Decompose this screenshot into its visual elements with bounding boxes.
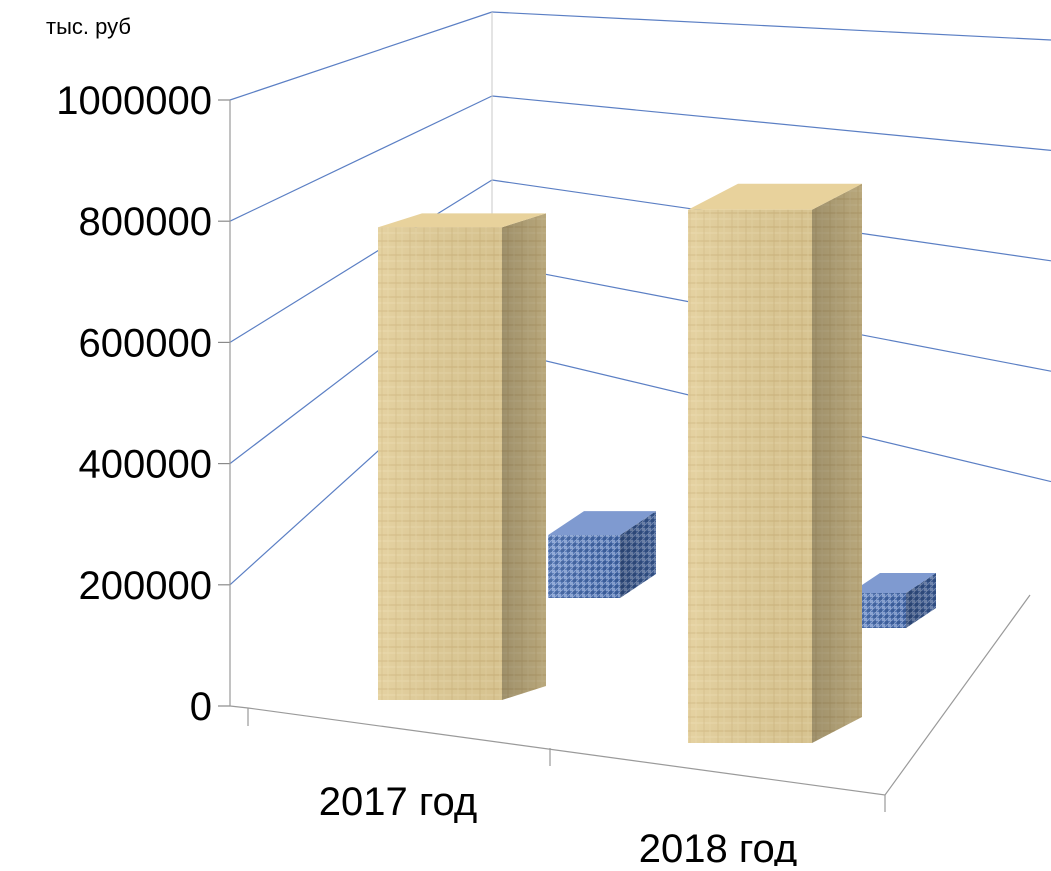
gridline-back-wall <box>491 95 1051 151</box>
bar-series1-1 <box>688 183 862 744</box>
bar-series1-0-side-shade <box>502 213 546 700</box>
bar-series1-0-front-shade <box>378 227 502 700</box>
x-category-label: 2018 год <box>639 827 798 866</box>
gridline-left-wall <box>229 179 493 343</box>
bar-series2-1-top <box>850 573 936 594</box>
bar-series2-0-front-shade <box>548 535 620 598</box>
floor-edge <box>247 594 1031 796</box>
x-category-label: 2017 год <box>319 780 478 824</box>
y-tick-label: 200000 <box>79 564 212 608</box>
bar-series1-1-top <box>688 183 862 210</box>
y-tick-label: 0 <box>190 685 212 729</box>
bar-series2-0 <box>548 511 656 598</box>
bar-series1-1-front-shade <box>688 209 812 744</box>
y-tick-label: 400000 <box>79 443 212 487</box>
bar-series1-0-top <box>378 213 546 228</box>
bar-series1-1-side-shade <box>812 183 862 744</box>
floor-left-edge <box>229 705 249 709</box>
gridline-back-wall <box>491 11 1051 41</box>
bar-series2-0-side-shade <box>620 511 656 598</box>
gridline-left-wall <box>229 95 493 222</box>
bar-series1-0 <box>378 213 546 700</box>
y-tick-label: 1000000 <box>56 79 212 123</box>
y-axis-unit-label: тыс. руб <box>46 14 131 39</box>
bar-series2-1 <box>850 573 936 628</box>
gridline-left-wall <box>229 11 493 101</box>
y-tick-label: 800000 <box>79 200 212 244</box>
bar-series2-0-top <box>548 511 656 536</box>
y-tick-label: 600000 <box>79 321 212 365</box>
bar-series2-1-side-shade <box>906 573 936 628</box>
